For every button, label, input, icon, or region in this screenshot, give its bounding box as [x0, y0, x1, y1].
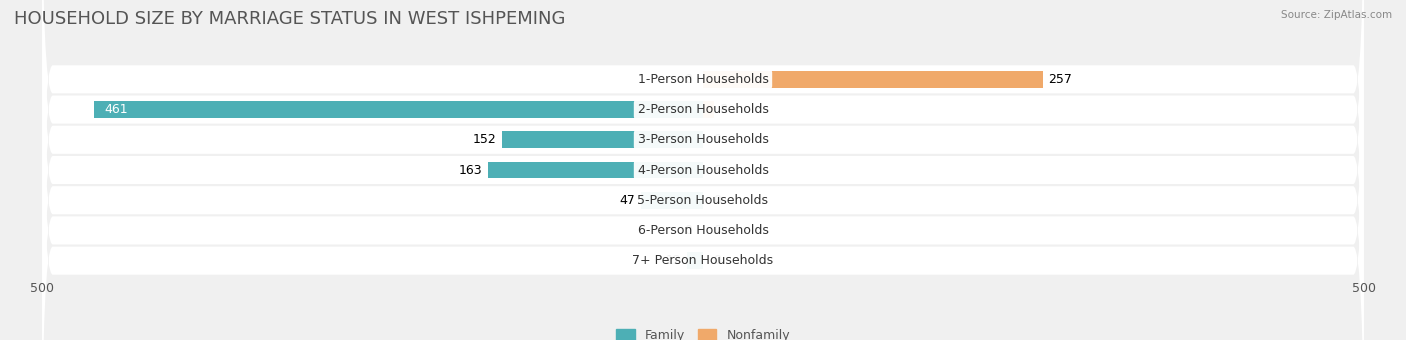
Bar	[488, 162, 703, 178]
Text: 0: 0	[714, 194, 721, 207]
Text: 461: 461	[104, 103, 128, 116]
Text: 8: 8	[718, 103, 727, 116]
Text: 12: 12	[666, 254, 682, 267]
Text: 1-Person Households: 1-Person Households	[637, 73, 769, 86]
Legend: Family, Nonfamily: Family, Nonfamily	[616, 329, 790, 340]
Text: HOUSEHOLD SIZE BY MARRIAGE STATUS IN WEST ISHPEMING: HOUSEHOLD SIZE BY MARRIAGE STATUS IN WES…	[14, 10, 565, 28]
Text: 2-Person Households: 2-Person Households	[637, 103, 769, 116]
Text: 0: 0	[714, 164, 721, 176]
Text: 3-Person Households: 3-Person Households	[637, 133, 769, 146]
Text: 0: 0	[714, 224, 721, 237]
Text: Source: ZipAtlas.com: Source: ZipAtlas.com	[1281, 10, 1392, 20]
Text: 0: 0	[714, 133, 721, 146]
Bar	[94, 101, 703, 118]
Bar	[641, 192, 703, 208]
FancyBboxPatch shape	[42, 33, 1364, 340]
FancyBboxPatch shape	[42, 3, 1364, 340]
Text: 152: 152	[472, 133, 496, 146]
Bar	[502, 132, 703, 148]
Text: 163: 163	[458, 164, 482, 176]
Text: 4-Person Households: 4-Person Households	[637, 164, 769, 176]
Text: 257: 257	[1047, 73, 1071, 86]
Bar	[703, 101, 714, 118]
FancyBboxPatch shape	[42, 0, 1364, 337]
FancyBboxPatch shape	[42, 0, 1364, 340]
Text: 5-Person Households: 5-Person Households	[637, 194, 769, 207]
FancyBboxPatch shape	[42, 0, 1364, 340]
Text: 0: 0	[685, 73, 692, 86]
FancyBboxPatch shape	[42, 0, 1364, 307]
Text: 47: 47	[620, 194, 636, 207]
Bar	[703, 71, 1043, 88]
Text: 6-Person Households: 6-Person Households	[637, 224, 769, 237]
Text: 7+ Person Households: 7+ Person Households	[633, 254, 773, 267]
FancyBboxPatch shape	[42, 0, 1364, 340]
Text: 0: 0	[714, 254, 721, 267]
Text: 0: 0	[685, 224, 692, 237]
Bar	[688, 252, 703, 269]
